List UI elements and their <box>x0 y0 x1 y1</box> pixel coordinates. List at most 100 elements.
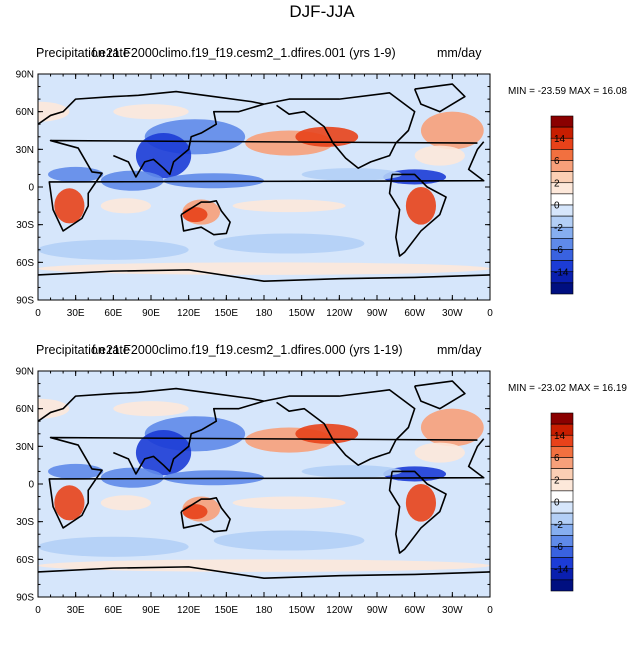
lat-label: 60N <box>16 404 34 415</box>
max-label: MAX = 16.08 <box>568 86 627 97</box>
precip-anomaly-region <box>38 239 189 260</box>
precip-anomaly-region <box>213 233 365 254</box>
lat-label: 60N <box>16 107 34 118</box>
lon-label: 150E <box>215 605 239 616</box>
coastline <box>263 92 416 169</box>
lon-label: 120W <box>326 308 353 319</box>
lon-label: 90W <box>367 605 388 616</box>
precip-anomaly-region <box>420 408 484 447</box>
precip-panel-2: Precipitation rate f.e21.F2000climo.f19_… <box>0 343 644 653</box>
lat-label: 0 <box>28 183 34 194</box>
coastline <box>180 497 231 533</box>
colorbar-label: -6 <box>554 245 563 256</box>
precip-anomaly-region <box>420 111 484 150</box>
lat-label: 90S <box>16 296 34 307</box>
precip-anomaly-region <box>38 559 490 572</box>
lon-label: 0 <box>35 605 41 616</box>
precip-anomaly-region <box>38 536 189 557</box>
precip-anomaly-region <box>38 101 70 122</box>
coastline <box>38 90 265 125</box>
coastline <box>263 389 416 466</box>
lon-label: 0 <box>487 308 493 319</box>
precip-anomaly-region <box>414 442 465 463</box>
colorbar-label: 6 <box>554 156 560 167</box>
lon-label: 30W <box>442 308 463 319</box>
coastline <box>38 566 490 579</box>
precip-panel-1: Precipitation rate f.e21.F2000climo.f19_… <box>0 46 644 356</box>
lon-label: 30W <box>442 605 463 616</box>
precip-anomaly-region <box>182 504 208 520</box>
precip-anomaly-region <box>100 467 164 488</box>
lat-label: 30N <box>16 145 34 156</box>
colorbar-segment <box>550 579 574 592</box>
coastline <box>413 83 466 113</box>
coastline <box>38 387 265 422</box>
precip-anomaly-region <box>414 145 465 166</box>
min-max-label: MIN = -23.59 MAX = 16.08 <box>508 86 627 97</box>
colorbar-label: 0 <box>554 498 560 509</box>
panel-left-title: Precipitation rate <box>36 46 130 60</box>
panel-case-title: f.e21.F2000climo.f19_f19.cesm2_1.dfires.… <box>92 343 403 357</box>
max-label: MAX = 16.19 <box>568 383 627 394</box>
colorbar-label: 6 <box>554 453 560 464</box>
precip-anomaly-region <box>113 104 189 120</box>
lon-label: 30E <box>67 308 85 319</box>
coastline <box>113 103 265 178</box>
lon-label: 120E <box>177 605 201 616</box>
min-label: MIN = -23.02 <box>508 383 567 394</box>
lon-label: 60E <box>104 605 122 616</box>
coastline <box>48 139 485 232</box>
precip-anomaly-region <box>113 401 189 417</box>
min-label: MIN = -23.59 <box>508 86 567 97</box>
panel-case-title: f.e21.F2000climo.f19_f19.cesm2_1.dfires.… <box>92 46 396 60</box>
lon-label: 60E <box>104 308 122 319</box>
panel-units: mm/day <box>437 343 482 357</box>
colorbar-label: 2 <box>554 475 560 486</box>
lon-label: 60W <box>404 605 425 616</box>
precip-anomaly-region <box>232 496 346 510</box>
coastline <box>180 200 231 236</box>
colorbar-label: -2 <box>554 223 563 234</box>
lon-label: 150W <box>289 605 316 616</box>
precip-anomaly-region <box>100 198 151 214</box>
lat-label: 30S <box>16 220 34 231</box>
lon-label: 180 <box>256 308 273 319</box>
precip-anomaly-region <box>38 398 70 419</box>
lon-label: 30E <box>67 605 85 616</box>
lon-label: 120E <box>177 308 201 319</box>
lat-label: 90S <box>16 593 34 604</box>
lon-label: 150W <box>289 308 316 319</box>
lon-label: 90E <box>142 308 160 319</box>
lat-label: 60S <box>16 258 34 269</box>
lat-label: 60S <box>16 555 34 566</box>
lon-label: 120W <box>326 605 353 616</box>
colorbar-segment <box>550 115 574 128</box>
lon-label: 60W <box>404 308 425 319</box>
precip-anomaly-region <box>182 207 208 223</box>
precip-anomaly-region <box>135 430 192 476</box>
coastline <box>388 173 447 257</box>
lon-label: 0 <box>35 308 41 319</box>
coastline <box>48 436 485 529</box>
lat-label: 30N <box>16 442 34 453</box>
lon-label: 90E <box>142 605 160 616</box>
lat-label: 30S <box>16 517 34 528</box>
precip-anomaly-region <box>48 463 104 479</box>
lat-label: 90N <box>16 367 34 378</box>
precip-anomaly-region <box>405 484 437 522</box>
precip-anomaly-region <box>232 199 346 213</box>
precip-anomaly-region <box>135 133 192 179</box>
colorbar-label: -14 <box>554 564 569 575</box>
precip-anomaly-region <box>100 170 164 191</box>
colorbar-segment <box>550 282 574 295</box>
precip-field <box>38 74 490 300</box>
min-max-label: MIN = -23.02 MAX = 16.19 <box>508 383 627 394</box>
panel-left-title: Precipitation rate <box>36 343 130 357</box>
colorbar-label: 2 <box>554 178 560 189</box>
precip-field <box>38 371 490 597</box>
coastline <box>38 269 490 282</box>
colorbar-label: -2 <box>554 520 563 531</box>
precip-anomaly-region <box>48 166 104 182</box>
lat-label: 0 <box>28 480 34 491</box>
